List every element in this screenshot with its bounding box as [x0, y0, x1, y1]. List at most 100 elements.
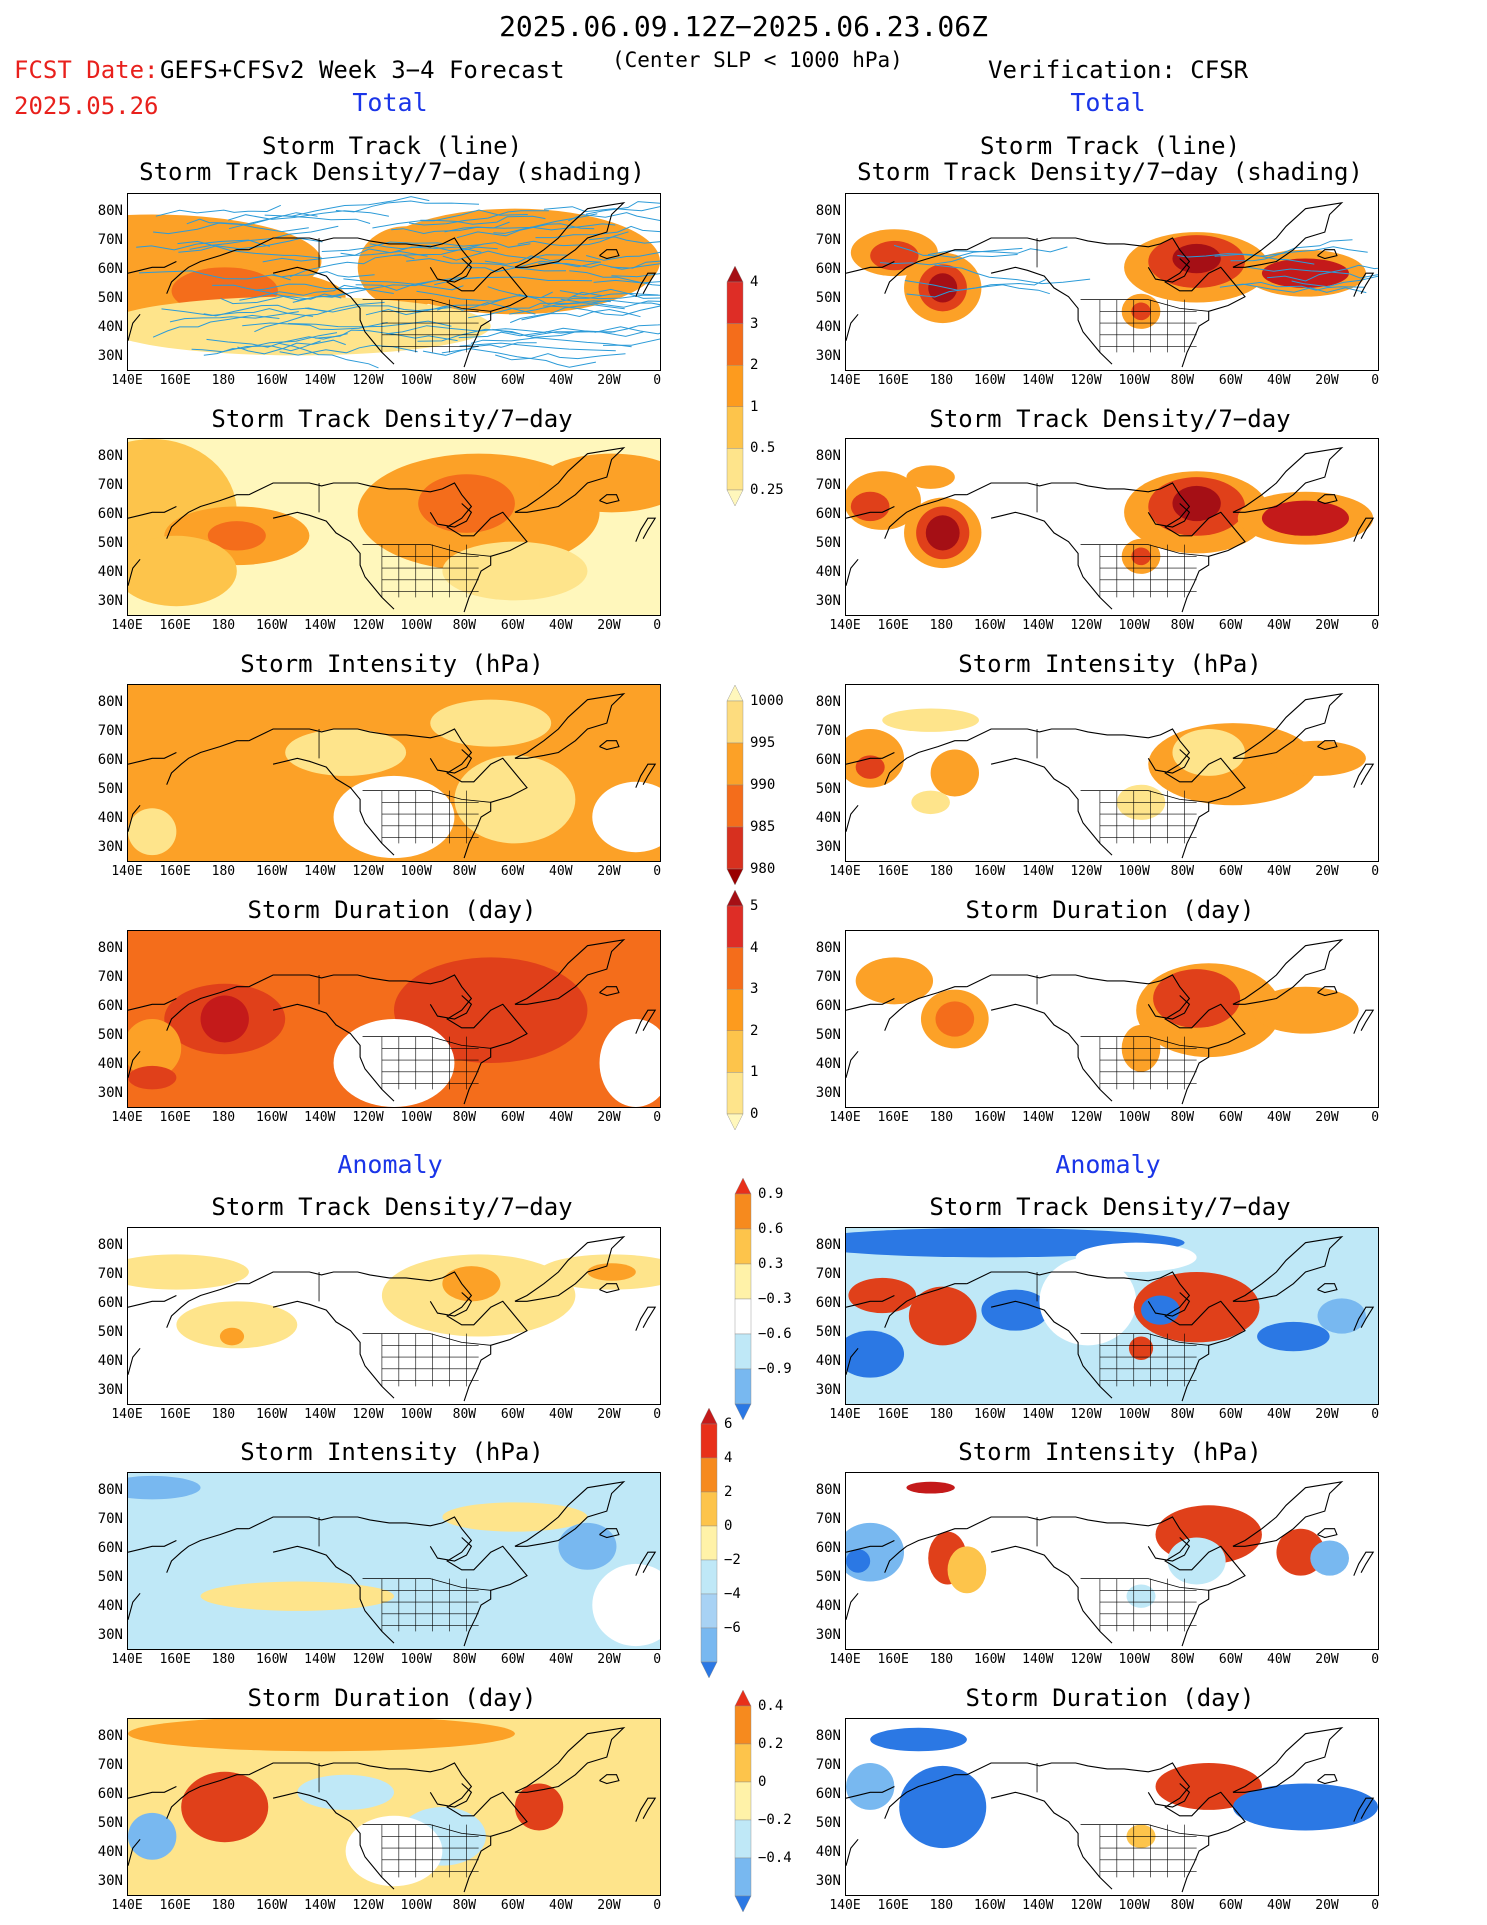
coastline	[429, 1537, 473, 1562]
lat-tick-label: 50N	[97, 1027, 123, 1043]
lat-tick-label: 60N	[97, 1786, 123, 1802]
colorbar-label: −0.6	[758, 1326, 792, 1342]
field-blob	[128, 1065, 177, 1090]
coastline	[272, 757, 395, 856]
field-blob	[592, 781, 660, 853]
lon-tick-label: 80W	[452, 1110, 477, 1125]
storm-track-line	[136, 239, 271, 251]
lon-tick-label: 140E	[829, 1652, 861, 1667]
lon-tick-label: 40W	[1267, 864, 1291, 879]
title-intensity-anom-right: Storm Intensity (hPa)	[958, 1438, 1262, 1466]
lon-tick-label: 80W	[452, 373, 477, 388]
lon-tick-label: 60W	[1218, 618, 1243, 633]
colorbar-density-total: 4 3 2 1 0.5 0.25	[726, 265, 784, 512]
lat-tick-label: 70N	[97, 232, 123, 248]
coastline	[846, 1786, 895, 1799]
lon-tick-label: 0	[653, 864, 662, 879]
storm-track-line	[569, 270, 660, 286]
field-blob	[128, 1475, 201, 1500]
coastline	[990, 1791, 1113, 1890]
colorbar-segment	[726, 784, 744, 828]
lat-tick-label: 80N	[97, 1237, 123, 1253]
lon-tick-label: 180	[929, 373, 954, 388]
coastline	[128, 261, 177, 274]
coastline	[846, 506, 895, 519]
lat-tick-label: 60N	[97, 998, 123, 1014]
lon-tick-label: 120W	[1070, 1652, 1102, 1667]
coastline	[166, 986, 249, 1031]
lon-tick-label: 160E	[159, 1898, 191, 1913]
field-blob	[855, 957, 934, 1005]
state-borders	[318, 1272, 491, 1387]
lon-tick-label: 40W	[549, 864, 573, 879]
storm-track-line	[152, 314, 280, 338]
field-blob	[345, 1815, 443, 1887]
lon-tick-label: 80W	[1170, 373, 1195, 388]
colorbar-label: −0.4	[758, 1850, 792, 1866]
coastline	[884, 1774, 967, 1819]
colorbar-segment	[726, 489, 744, 507]
lon-tick-label: 0	[653, 1898, 662, 1913]
storm-track-line	[586, 201, 660, 215]
lon-tick-label: 40W	[1267, 1898, 1291, 1913]
storm-track-line	[153, 222, 309, 235]
model-title: GEFS+CFSv2 Week 3−4 Forecast	[160, 56, 565, 84]
lon-tick-label: 100W	[400, 1407, 432, 1422]
storm-track-line	[444, 213, 598, 233]
lon-tick-label: 80W	[1170, 1898, 1195, 1913]
lat-tick-label: 70N	[97, 1757, 123, 1773]
storm-track-line	[343, 278, 464, 291]
state-borders	[1036, 483, 1209, 598]
lon-tick-label: 60W	[1218, 1110, 1243, 1125]
storm-track-line	[434, 276, 593, 286]
storm-track-line	[468, 300, 611, 319]
field-blob	[333, 775, 455, 859]
lon-tick-label: 140E	[829, 618, 861, 633]
storm-track-line	[442, 250, 568, 261]
storm-track-line	[292, 280, 436, 303]
colorbar-segment	[734, 1403, 752, 1421]
lat-tick-label: 40N	[97, 1598, 123, 1614]
field-blob	[599, 1019, 660, 1107]
coastline	[1147, 995, 1191, 1020]
lon-tick-label: 0	[653, 1110, 662, 1125]
lon-tick-label: 120W	[352, 373, 384, 388]
lat-tick-label: 60N	[97, 261, 123, 277]
field-blob	[1167, 1537, 1226, 1585]
coastline	[846, 752, 895, 765]
lon-tick-label: 80W	[452, 864, 477, 879]
coastline	[966, 1516, 1246, 1647]
field-blob	[855, 755, 885, 779]
lat-tick-label: 30N	[815, 1627, 841, 1643]
coastline	[990, 1545, 1113, 1644]
lon-tick-label: 160W	[255, 373, 288, 388]
coastline	[128, 1347, 141, 1375]
coastline	[966, 237, 1246, 368]
map-duration-verification	[845, 930, 1379, 1108]
colorbar-label: 990	[750, 777, 776, 793]
storm-track-line	[386, 325, 546, 335]
storm-track-line	[335, 200, 480, 213]
colorbar-segment	[734, 1263, 752, 1300]
field-blob	[128, 535, 237, 607]
storm-track-line	[1267, 264, 1378, 282]
state-borders	[1036, 729, 1209, 844]
colorbar-intensity-anom: 6 4 2 0 −2 −4 −6	[700, 1407, 741, 1684]
storm-track-line	[227, 210, 389, 221]
field-blob	[925, 515, 960, 551]
field-blob	[1261, 500, 1349, 536]
lat-tick-label: 80N	[97, 448, 123, 464]
lon-tick-label: 20W	[597, 1407, 621, 1422]
coastline	[635, 1306, 657, 1331]
storm-track-line	[602, 338, 660, 346]
lon-tick-label: 0	[1371, 864, 1380, 879]
lat-tick-label: 70N	[815, 232, 841, 248]
field-blob	[539, 453, 660, 513]
colorbar-segment	[726, 1113, 744, 1131]
coastline	[272, 1791, 395, 1890]
storm-track-line	[254, 301, 385, 333]
storm-track-line	[880, 254, 1018, 266]
coastline	[599, 1774, 620, 1785]
colorbar-segment	[726, 1030, 744, 1073]
coastline	[990, 511, 1113, 610]
